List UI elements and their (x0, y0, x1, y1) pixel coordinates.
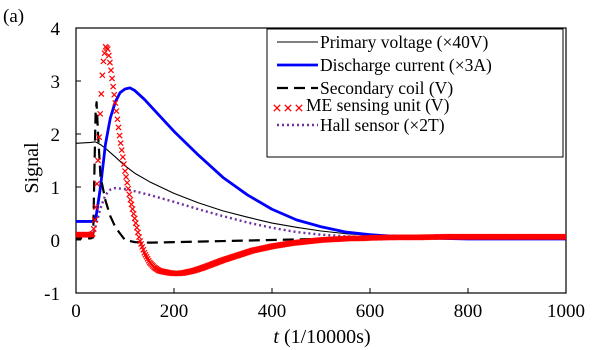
legend-label: Hall sensor (×2T) (320, 115, 445, 135)
me-marker (104, 46, 111, 53)
y-tick-label: 1 (51, 178, 61, 199)
me-marker (76, 232, 77, 238)
x-tick-label: 0 (71, 301, 81, 322)
me-marker (120, 161, 127, 168)
me-marker (127, 196, 134, 203)
me-marker (97, 110, 104, 117)
legend-entry: Discharge current (×3A) (277, 55, 492, 75)
me-marker (131, 215, 138, 222)
y-tick-label: 3 (51, 72, 61, 93)
legend-entry: Secondary coil (V) (277, 78, 453, 98)
me-marker (96, 134, 103, 141)
me-marker (119, 154, 126, 161)
me-marker (69, 232, 74, 237)
me-marker (106, 59, 113, 66)
plot-frame (75, 27, 567, 294)
x-tick-label: 200 (160, 301, 189, 322)
series-line (76, 86, 566, 241)
y-tick-label: 4 (51, 19, 61, 40)
legend-swatch (284, 104, 292, 112)
me-marker (125, 185, 132, 192)
x-tick-label: 400 (258, 301, 287, 322)
series-secondary-coil (76, 101, 566, 244)
legend-label: Primary voltage (×40V) (320, 32, 488, 52)
me-marker (92, 204, 99, 211)
me-marker (101, 50, 108, 57)
me-marker (100, 58, 107, 65)
me-marker (70, 232, 75, 237)
me-marker (93, 180, 100, 187)
me-marker (107, 67, 115, 74)
series-me-sensing-unit (69, 43, 566, 277)
legend-swatch (273, 104, 281, 112)
x-axis-unit: (1/10000s) (284, 326, 371, 348)
me-marker (134, 229, 141, 236)
y-tick-label: 2 (51, 125, 61, 146)
me-marker (121, 168, 129, 175)
me-marker (130, 210, 137, 217)
me-marker (132, 220, 139, 227)
x-tick-label: 600 (356, 301, 385, 322)
x-axis-variable: t (273, 326, 279, 348)
me-marker (128, 201, 135, 208)
series-discharge-current (76, 86, 566, 241)
panel-label: (a) (3, 6, 24, 27)
me-marker (117, 140, 124, 147)
me-marker (562, 233, 566, 240)
legend-entry: Hall sensor (×2T) (277, 115, 445, 135)
me-marker (561, 233, 566, 240)
me-marker (109, 75, 116, 82)
me-marker (123, 173, 130, 180)
legend-entry: Primary voltage (×40V) (277, 32, 488, 52)
me-marker (95, 157, 102, 164)
me-marker (112, 99, 119, 106)
me-marker (99, 72, 106, 79)
y-tick-label: -1 (44, 284, 60, 305)
me-marker (118, 147, 125, 154)
me-marker (105, 52, 112, 59)
me-marker (111, 91, 118, 98)
me-marker (114, 116, 121, 123)
legend-label: Secondary coil (V) (320, 78, 453, 98)
y-tick-label: 0 (51, 231, 61, 252)
me-marker (115, 124, 122, 131)
me-marker (116, 132, 123, 139)
x-tick-label: 1000 (547, 301, 585, 322)
legend-box (266, 28, 564, 158)
x-axis-label: t (1/10000s) (273, 326, 370, 348)
me-marker (124, 179, 131, 186)
legend-entry: ME sensing unit (V) (273, 95, 450, 115)
me-marker (91, 216, 98, 223)
me-marker (98, 90, 105, 97)
me-marker (133, 224, 140, 231)
x-tick-label: 800 (454, 301, 483, 322)
me-marker (89, 230, 96, 237)
y-axis-label: Signal (21, 142, 43, 194)
legend-label: ME sensing unit (V) (306, 95, 450, 115)
me-marker (113, 108, 120, 115)
legend-label: Discharge current (×3A) (320, 55, 492, 75)
me-marker (90, 225, 97, 232)
me-marker (126, 191, 133, 198)
legend-swatch (295, 104, 303, 112)
series-line (76, 101, 566, 244)
me-marker (560, 233, 566, 240)
me-marker (129, 206, 136, 213)
me-marker (110, 83, 117, 90)
